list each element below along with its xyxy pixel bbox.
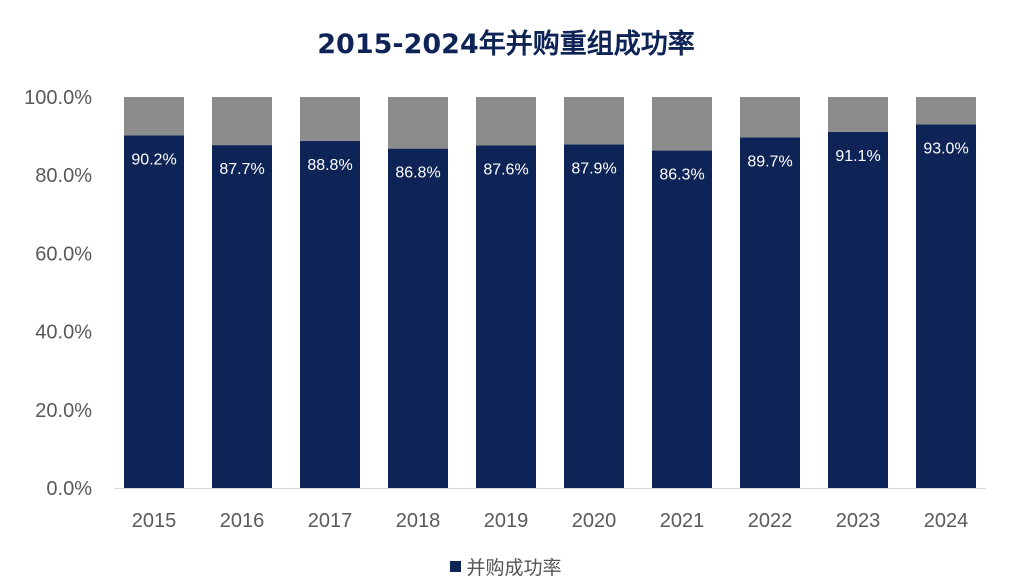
y-tick-label: 100.0% [24, 87, 92, 109]
bar-remainder [388, 97, 448, 149]
bar-remainder [564, 97, 624, 145]
x-tick-label: 2015 [132, 510, 177, 532]
data-label: 91.1% [835, 148, 880, 165]
x-tick-label: 2018 [396, 510, 441, 532]
y-tick-label: 40.0% [35, 322, 92, 344]
data-label: 93.0% [923, 140, 968, 157]
data-label: 90.2% [131, 151, 176, 168]
bar-success [564, 144, 624, 488]
legend: 并购成功率 [0, 553, 1012, 580]
x-tick-label: 2024 [924, 510, 969, 532]
bar-success [828, 131, 888, 488]
bar-success [740, 137, 800, 488]
bar-remainder [124, 97, 184, 136]
x-tick-label: 2022 [748, 510, 793, 532]
data-label: 86.8% [395, 165, 440, 182]
bar-remainder [828, 97, 888, 132]
x-tick-label: 2019 [484, 510, 529, 532]
data-label: 87.6% [483, 161, 528, 178]
x-tick-label: 2023 [836, 510, 881, 532]
bar-remainder [476, 97, 536, 146]
bar-remainder [300, 97, 360, 141]
bar-success [388, 148, 448, 488]
y-tick-label: 80.0% [35, 165, 92, 187]
y-tick-label: 0.0% [46, 478, 92, 500]
x-tick-label: 2021 [660, 510, 705, 532]
bar-success [652, 150, 712, 488]
bar-success [300, 140, 360, 489]
bar-success [212, 145, 272, 488]
data-label: 87.9% [571, 160, 616, 177]
legend-label: 并购成功率 [466, 557, 562, 579]
chart-title: 2015-2024年并购重组成功率 [317, 29, 695, 60]
bar-remainder [652, 97, 712, 151]
bar-success [916, 124, 976, 489]
data-label: 89.7% [747, 153, 792, 170]
bar-success [124, 135, 184, 488]
bar-remainder [740, 97, 800, 138]
x-tick-label: 2020 [572, 510, 617, 532]
bar-remainder [916, 97, 976, 125]
data-label: 87.7% [219, 161, 264, 178]
bar-remainder [212, 97, 272, 146]
x-tick-label: 2017 [308, 510, 353, 532]
y-tick-label: 20.0% [35, 400, 92, 422]
legend-swatch [450, 561, 462, 572]
data-label: 86.3% [659, 167, 704, 184]
bar-success [476, 145, 536, 488]
data-label: 88.8% [307, 157, 352, 174]
y-tick-label: 60.0% [35, 243, 92, 265]
x-tick-label: 2016 [220, 510, 265, 532]
